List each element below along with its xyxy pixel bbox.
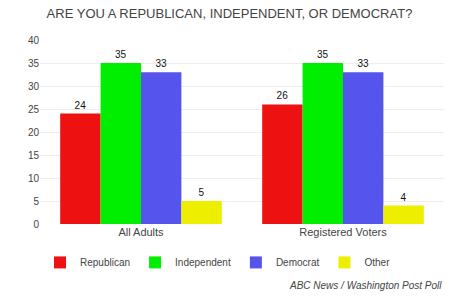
svg-text:Other: Other (364, 257, 390, 268)
svg-text:Republican: Republican (80, 257, 130, 268)
svg-text:25: 25 (28, 104, 40, 115)
svg-text:All Adults: All Adults (118, 226, 164, 238)
svg-text:Independent: Independent (175, 257, 231, 268)
svg-text:ARE YOU A REPUBLICAN, INDEPEND: ARE YOU A REPUBLICAN, INDEPENDENT, OR DE… (47, 6, 413, 21)
svg-text:15: 15 (28, 150, 40, 161)
svg-text:35: 35 (317, 49, 329, 60)
svg-text:33: 33 (357, 58, 369, 69)
svg-text:40: 40 (28, 35, 40, 46)
svg-text:33: 33 (155, 58, 167, 69)
svg-text:35: 35 (28, 58, 40, 69)
svg-text:Registered Voters: Registered Voters (299, 226, 387, 238)
svg-text:30: 30 (28, 81, 40, 92)
svg-text:ABC News / Washington Post Pol: ABC News / Washington Post Poll (289, 280, 442, 291)
svg-text:5: 5 (33, 196, 39, 207)
svg-text:10: 10 (28, 173, 40, 184)
svg-text:4: 4 (401, 192, 407, 203)
svg-text:Democrat: Democrat (276, 257, 320, 268)
svg-text:5: 5 (199, 187, 205, 198)
svg-text:24: 24 (75, 100, 87, 111)
svg-text:0: 0 (33, 219, 39, 230)
svg-text:20: 20 (28, 127, 40, 138)
svg-text:26: 26 (277, 90, 289, 101)
svg-text:35: 35 (115, 49, 127, 60)
